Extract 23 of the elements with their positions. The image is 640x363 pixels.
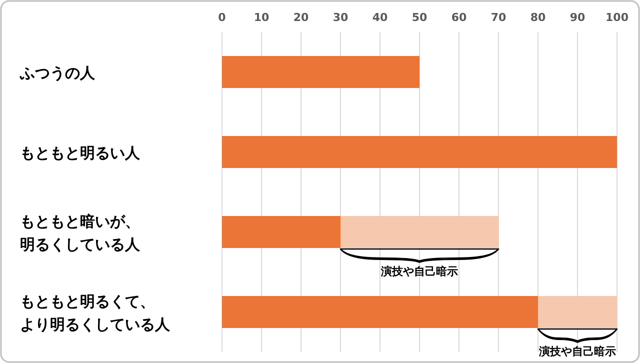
y-tick-label: ふつうの人 xyxy=(19,64,96,82)
x-tick-label: 20 xyxy=(293,11,309,24)
y-tick-label: もともと明るい人 xyxy=(20,144,141,162)
x-tick-label: 80 xyxy=(530,11,546,24)
x-tick-label: 70 xyxy=(490,11,506,24)
x-tick-label: 0 xyxy=(218,11,226,24)
x-tick-label: 90 xyxy=(570,11,586,24)
x-tick-label: 30 xyxy=(332,11,348,24)
bar xyxy=(222,136,617,168)
bar xyxy=(222,296,538,328)
x-tick-label: 10 xyxy=(254,11,270,24)
x-tick-label: 40 xyxy=(372,11,388,24)
x-tick-label: 60 xyxy=(451,11,467,24)
y-tick-label: もともと暗いが、明るくしている人 xyxy=(20,212,141,254)
bar xyxy=(222,56,420,88)
bar xyxy=(538,296,617,328)
bar xyxy=(222,216,340,248)
annotation: 演技や自己暗示 xyxy=(380,265,458,278)
annotation: 演技や自己暗示 xyxy=(538,345,616,358)
bar xyxy=(340,216,498,248)
x-tick-label: 50 xyxy=(412,11,428,24)
x-tick-label: 100 xyxy=(606,11,629,24)
y-tick-label: もともと明るくて、より明るくしている人 xyxy=(20,292,171,334)
